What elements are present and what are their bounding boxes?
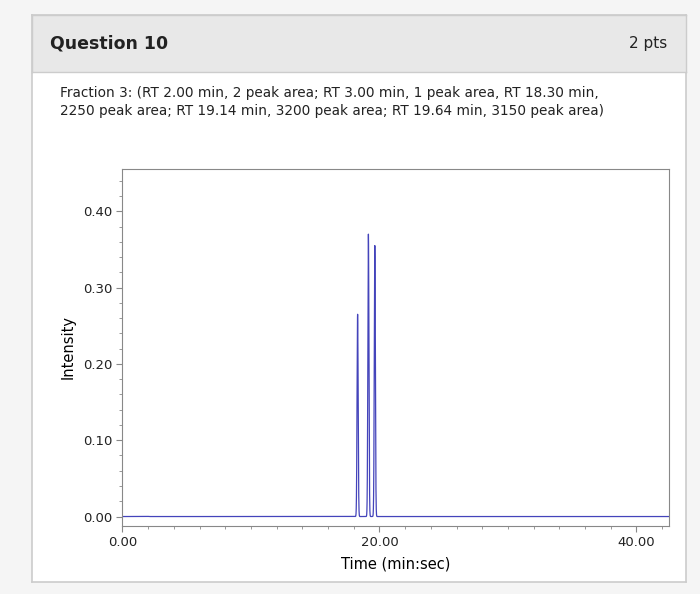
Text: Question 10: Question 10 bbox=[50, 34, 168, 53]
Text: 2250 peak area; RT 19.14 min, 3200 peak area; RT 19.64 min, 3150 peak area): 2250 peak area; RT 19.14 min, 3200 peak … bbox=[60, 104, 603, 118]
X-axis label: Time (min:sec): Time (min:sec) bbox=[341, 556, 450, 571]
Text: 2 pts: 2 pts bbox=[629, 36, 668, 51]
Text: Fraction 3: (RT 2.00 min, 2 peak area; RT 3.00 min, 1 peak area, RT 18.30 min,: Fraction 3: (RT 2.00 min, 2 peak area; R… bbox=[60, 86, 598, 100]
Y-axis label: Intensity: Intensity bbox=[61, 315, 76, 380]
